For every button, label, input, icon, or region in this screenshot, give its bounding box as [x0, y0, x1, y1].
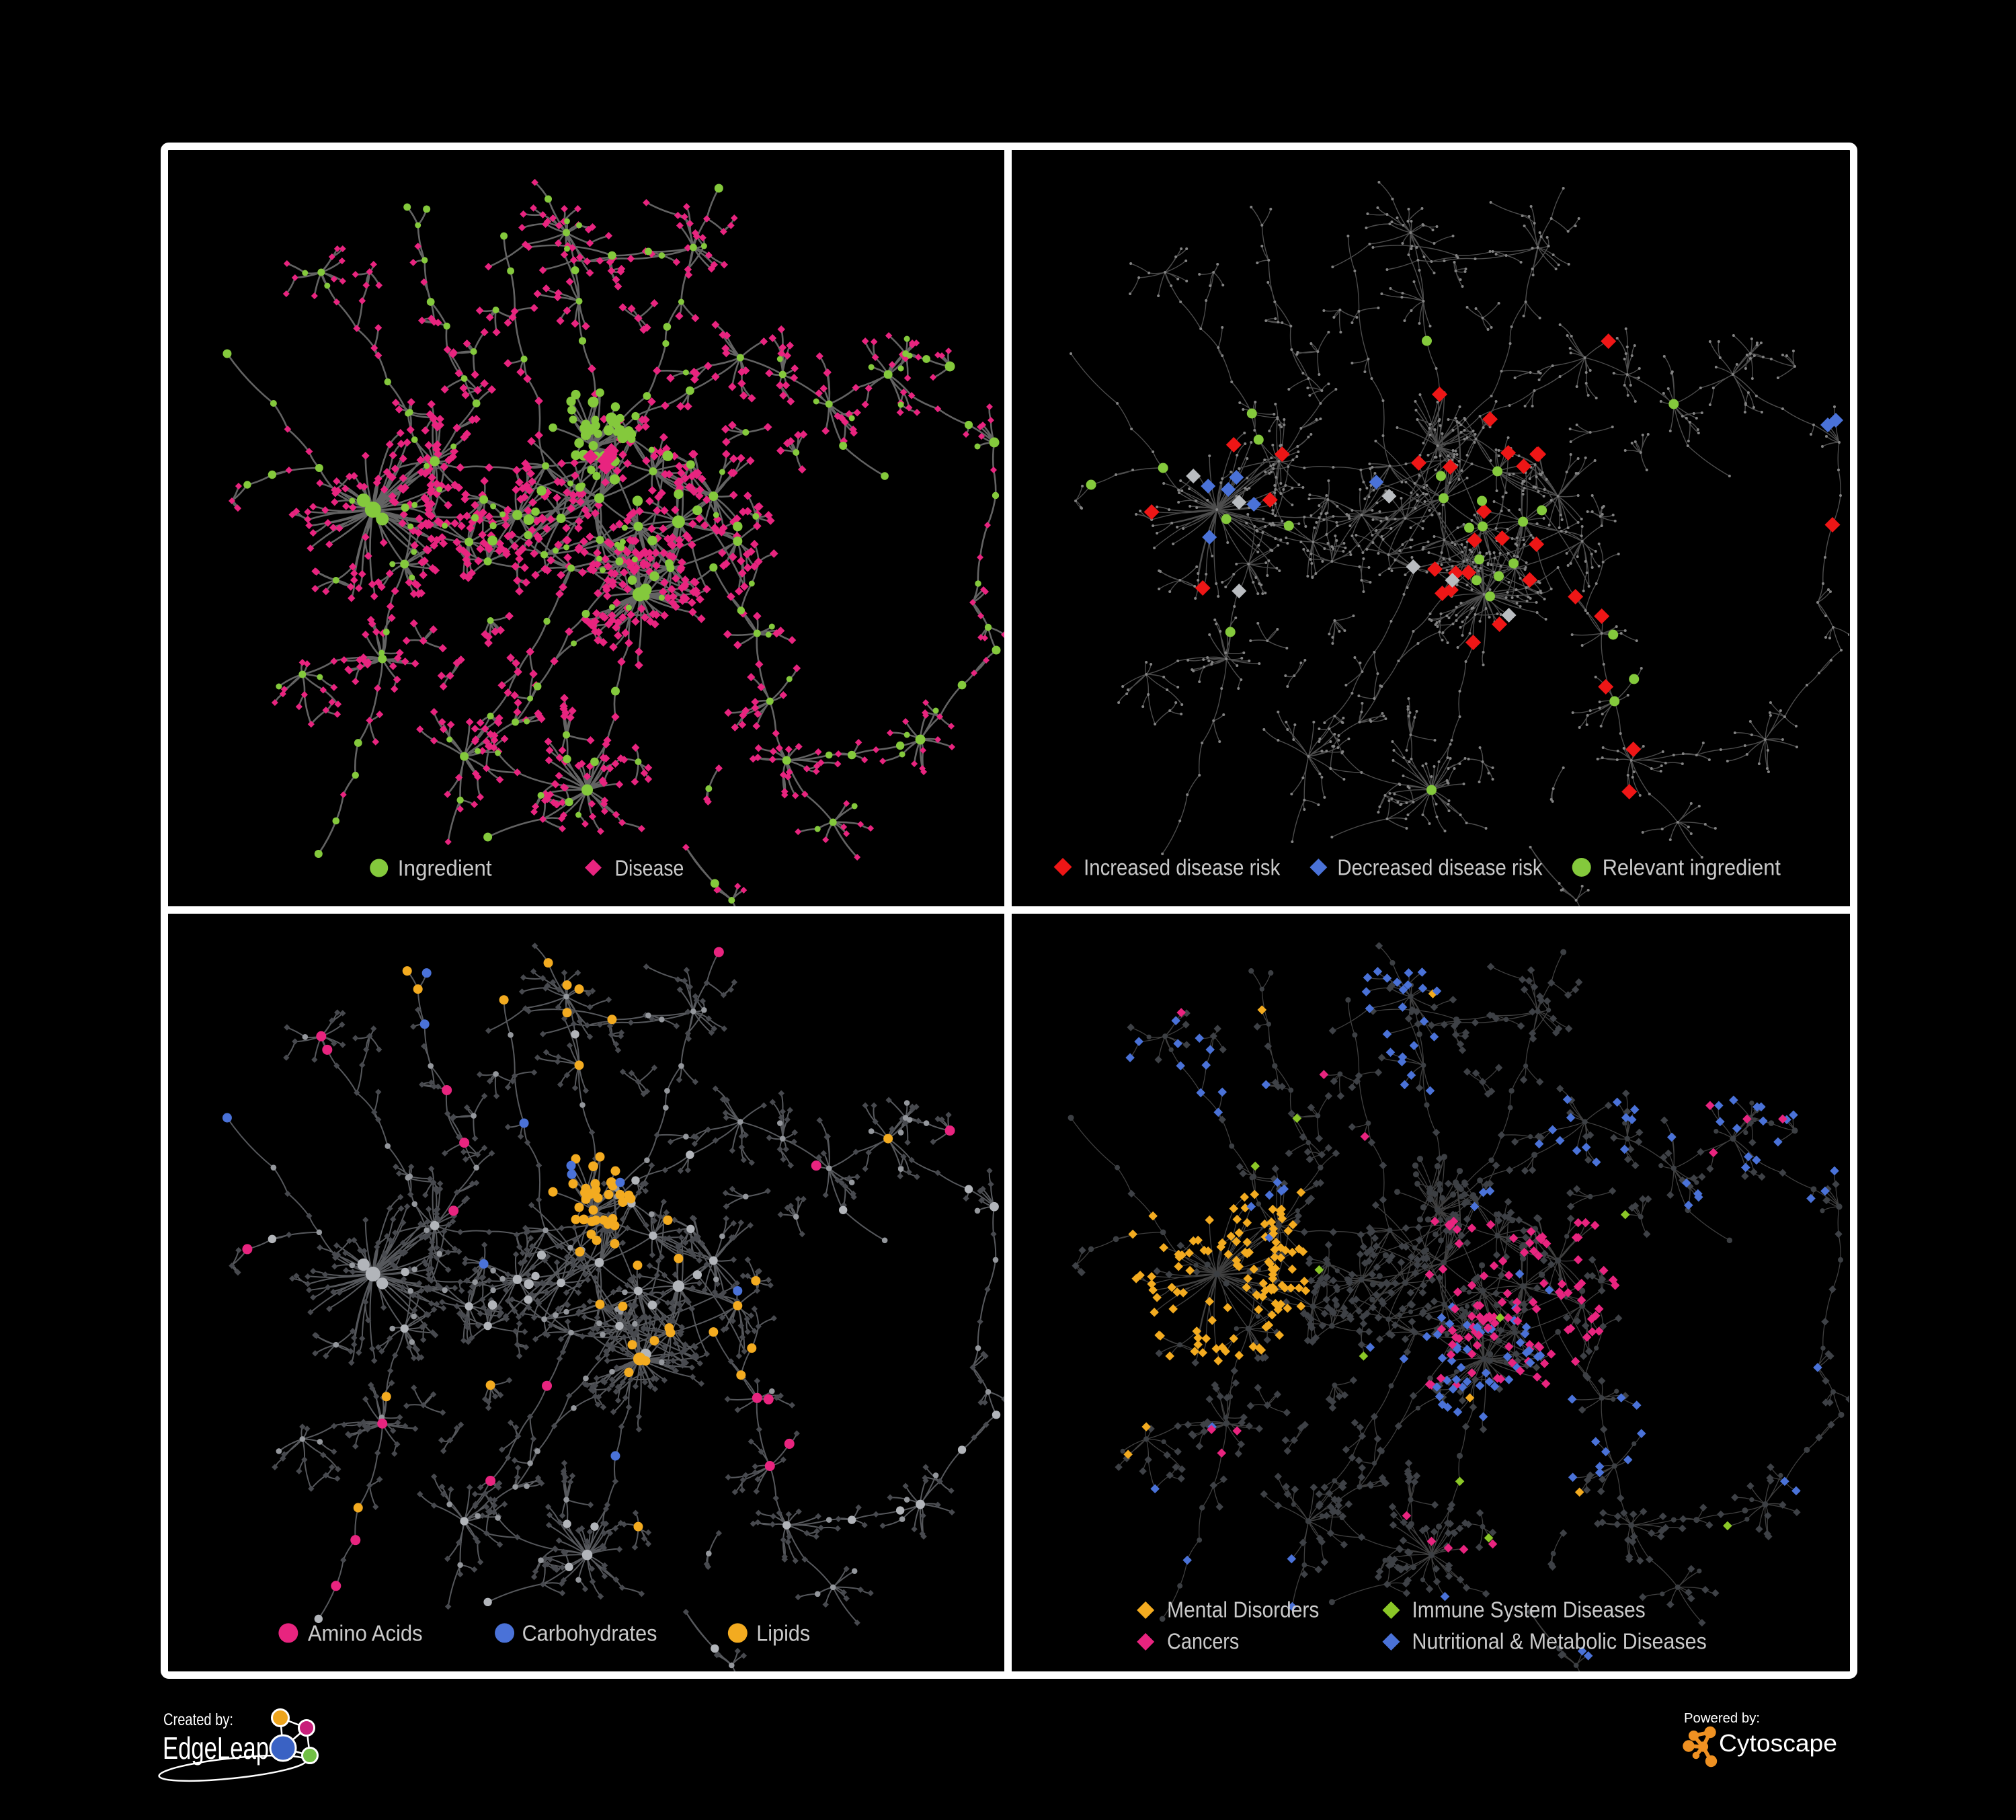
svg-text:Immune System Diseases: Immune System Diseases: [1412, 1597, 1645, 1622]
svg-text:Disease: Disease: [614, 855, 684, 880]
svg-text:Lipids: Lipids: [756, 1620, 810, 1645]
svg-text:Increased disease risk: Increased disease risk: [1084, 855, 1281, 880]
svg-text:Relevant ingredient: Relevant ingredient: [1603, 855, 1781, 880]
svg-text:Powered by:: Powered by:: [1684, 1711, 1760, 1726]
svg-text:Mental Disorders: Mental Disorders: [1167, 1597, 1319, 1622]
svg-text:Carbohydrates: Carbohydrates: [522, 1620, 657, 1645]
svg-text:Nutritional & Metabolic Diseas: Nutritional & Metabolic Diseases: [1412, 1629, 1706, 1654]
svg-text:Amino Acids: Amino Acids: [308, 1620, 423, 1645]
svg-text:Cytoscape: Cytoscape: [1719, 1729, 1837, 1757]
svg-text:Cancers: Cancers: [1167, 1629, 1239, 1654]
svg-text:Created by:: Created by:: [163, 1710, 233, 1729]
svg-text:Decreased disease risk: Decreased disease risk: [1337, 855, 1543, 880]
svg-text:Ingredient: Ingredient: [398, 855, 492, 880]
